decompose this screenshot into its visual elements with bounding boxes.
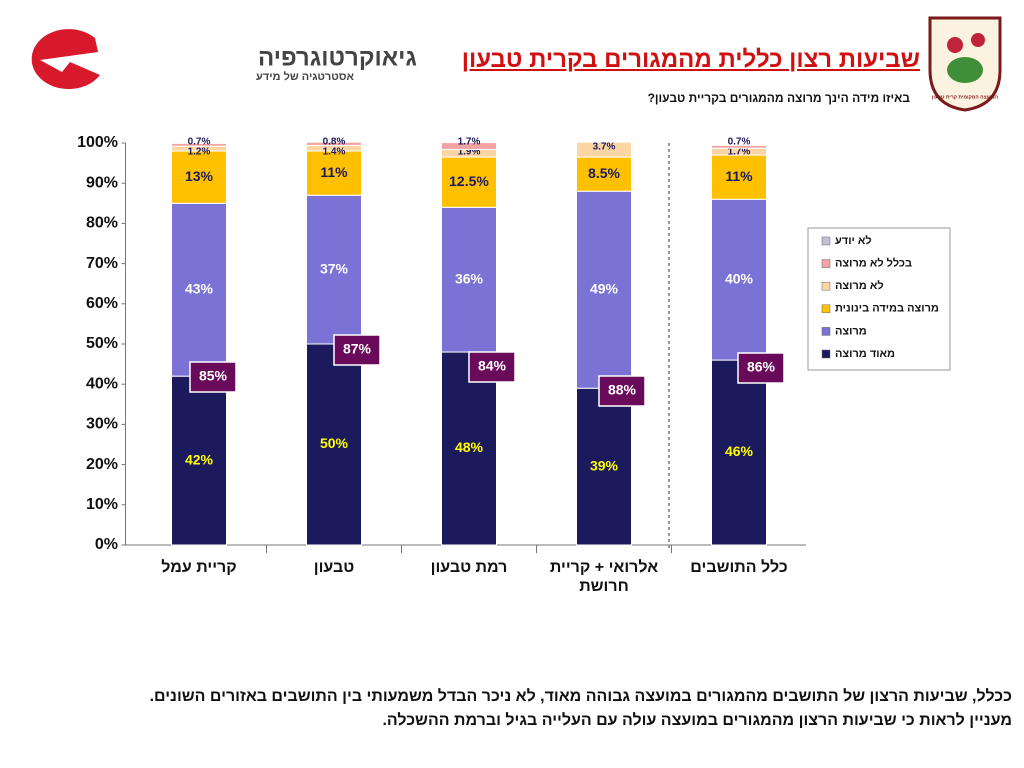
bar-segment <box>171 142 227 147</box>
legend-box <box>807 227 951 371</box>
bar-segment <box>441 206 497 353</box>
y-tick-label: 0% <box>95 536 118 553</box>
legend-label: לא יודע <box>835 234 872 247</box>
value-label: 13% <box>185 168 214 184</box>
legend-label: מאוד מרוצה <box>835 348 895 360</box>
bar-segment <box>711 198 767 361</box>
x-tick-label: קריית עמל <box>161 559 237 576</box>
emblem-flower <box>971 33 985 47</box>
legend-label: בכלל לא מרוצה <box>835 257 912 270</box>
value-label: 42% <box>185 451 214 467</box>
x-tick-label: טבעון <box>313 559 355 576</box>
title: שביעות רצון כללית מהמגורים בקרית טבעון <box>461 46 920 73</box>
legend-swatch <box>821 349 831 359</box>
x-tick-label: אלרואי + קריית חרושת <box>549 559 659 595</box>
bar-segment <box>441 351 497 546</box>
value-label: 36% <box>455 270 484 286</box>
y-tick-label: 50% <box>86 335 118 352</box>
bar-segment <box>306 141 362 146</box>
legend-label: לא מרוצה <box>835 279 884 292</box>
value-label: 46% <box>725 443 754 459</box>
emblem-flower <box>947 37 963 53</box>
x-tick-label: רמת טבעון <box>430 559 508 576</box>
total-label: 87% <box>343 341 372 357</box>
value-label: 0.7% <box>728 137 751 148</box>
value-label: 11% <box>320 164 348 180</box>
value-label: 1.7% <box>728 147 751 158</box>
y-tick-label: 40% <box>86 375 118 392</box>
bar-segment <box>441 156 497 208</box>
value-label: 1.9% <box>458 147 481 158</box>
legend-swatch <box>821 327 831 336</box>
bar-segment <box>441 142 497 150</box>
legend-label: מרוצה במידה בינונית <box>835 303 939 315</box>
bar-segment <box>576 387 632 546</box>
bar-segment <box>306 343 362 546</box>
bar-segment <box>711 359 767 546</box>
value-label: 48% <box>455 439 484 455</box>
y-tick-label: 30% <box>86 416 118 433</box>
value-label: 49% <box>590 280 619 296</box>
bar-segment <box>576 190 632 389</box>
value-label: 3.7% <box>593 142 616 153</box>
value-label: 8.5% <box>588 165 620 181</box>
value-label: 40% <box>725 270 754 286</box>
total-label: 85% <box>199 368 228 384</box>
value-label: 12.5% <box>449 173 489 189</box>
bar-segment <box>171 150 227 204</box>
bar-segment <box>171 375 227 546</box>
value-label: 0.8% <box>323 137 346 148</box>
total-box <box>333 334 381 366</box>
total-label: 86% <box>747 359 776 375</box>
legend-swatch <box>821 304 831 314</box>
value-label: 50% <box>320 435 349 451</box>
value-label: 37% <box>320 260 349 276</box>
x-tick-label: כלל התושבים <box>690 559 788 576</box>
total-label: 88% <box>608 382 637 398</box>
emblem-text: המועצה המקומית קרית טבעון <box>932 94 998 100</box>
y-tick-label: 100% <box>77 134 118 151</box>
subtitle: באיזו מידה הינך מרוצה מהמגורים בקריית טב… <box>647 91 910 105</box>
y-tick-label: 10% <box>86 496 118 513</box>
value-label: 0.7% <box>188 137 211 148</box>
total-box <box>189 361 237 393</box>
value-label: 1.7% <box>458 137 481 148</box>
bar-segment <box>711 144 767 149</box>
logo: גיאוקרטוגרפיה אסטרטגיה של מידע <box>31 29 417 90</box>
total-box <box>737 352 785 384</box>
logo-name: גיאוקרטוגרפיה <box>258 44 417 71</box>
footer-line: מעניין לראות כי שביעות הרצון מהמגורים במ… <box>382 712 1012 729</box>
emblem-leaf <box>947 57 983 83</box>
y-tick-label: 80% <box>86 215 118 232</box>
total-box <box>598 375 646 407</box>
total-label: 84% <box>478 358 507 374</box>
value-label: 1.2% <box>188 147 211 158</box>
value-label: 43% <box>185 280 214 296</box>
y-tick-label: 90% <box>86 174 118 191</box>
y-tick-label: 60% <box>86 295 118 312</box>
logo-tagline: אסטרטגיה של מידע <box>256 70 355 83</box>
y-tick-label: 70% <box>86 255 118 272</box>
bar-segment <box>576 141 632 158</box>
value-label: 39% <box>590 457 619 473</box>
value-label: 11% <box>725 168 753 184</box>
footer-line: ככלל, שביעות הרצון של התושבים מהמגורים ב… <box>149 688 1012 705</box>
emblem: המועצה המקומית קרית טבעון <box>928 16 1002 112</box>
legend-swatch <box>821 281 831 291</box>
bar-segment <box>576 156 632 192</box>
logo-mark <box>31 29 100 90</box>
bar-segment <box>306 150 362 196</box>
total-box <box>468 351 516 383</box>
value-label: 1.4% <box>323 147 346 158</box>
y-tick-label: 20% <box>86 456 118 473</box>
legend-swatch <box>821 259 831 268</box>
legend-label: מרוצה <box>835 325 867 337</box>
legend-swatch <box>821 236 831 246</box>
